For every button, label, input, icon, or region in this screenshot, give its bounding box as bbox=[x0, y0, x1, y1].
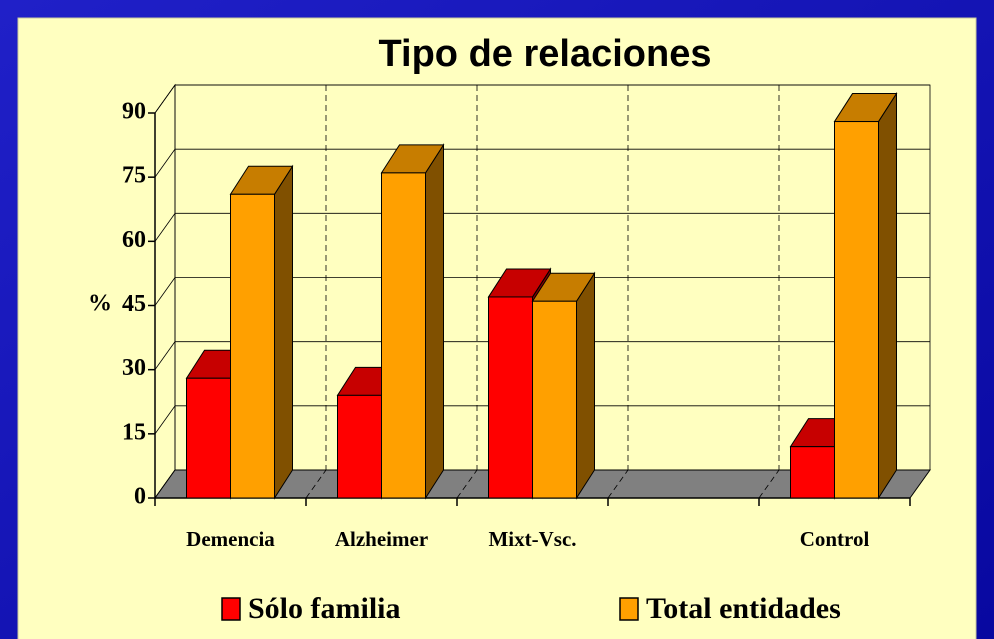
grid-line bbox=[154, 277, 176, 306]
legend-swatch bbox=[619, 597, 639, 621]
bar-side bbox=[576, 271, 595, 500]
grid-line bbox=[154, 84, 176, 114]
chart-title: Tipo de relaciones bbox=[379, 33, 712, 75]
grid-line bbox=[154, 405, 176, 435]
legend-label: Sólo familia bbox=[248, 592, 401, 625]
x-tick-label: Demencia bbox=[186, 527, 275, 551]
bar bbox=[790, 446, 835, 499]
bar bbox=[834, 121, 879, 499]
bar bbox=[381, 172, 426, 499]
category-divider bbox=[456, 469, 478, 499]
grid-line bbox=[154, 341, 176, 370]
legend-swatch bbox=[221, 597, 241, 621]
category-divider bbox=[607, 469, 629, 499]
bar bbox=[186, 377, 231, 499]
bar-side bbox=[274, 164, 293, 500]
y-tick-label: 45 bbox=[122, 291, 146, 317]
x-tick-label: Alzheimer bbox=[335, 527, 428, 551]
category-divider bbox=[305, 469, 327, 499]
bar bbox=[532, 300, 577, 499]
bar-side bbox=[425, 143, 444, 500]
x-tick-label: Control bbox=[800, 527, 870, 551]
bar bbox=[230, 193, 275, 499]
category-divider bbox=[758, 469, 780, 499]
y-tick-label: 30 bbox=[122, 355, 146, 381]
bar-side bbox=[878, 91, 897, 500]
y-axis-label: % bbox=[88, 291, 112, 317]
y-tick-label: 15 bbox=[122, 419, 146, 445]
bar bbox=[337, 394, 382, 499]
legend-label: Total entidades bbox=[646, 592, 841, 625]
x-tick-label: Mixt-Vsc. bbox=[488, 527, 576, 551]
bar bbox=[488, 296, 533, 499]
y-tick-label: 60 bbox=[122, 227, 146, 253]
y-tick-label: 90 bbox=[122, 99, 146, 125]
grid-line bbox=[154, 148, 176, 178]
y-tick-label: 0 bbox=[134, 484, 146, 510]
y-tick-label: 75 bbox=[122, 163, 146, 189]
grid-line bbox=[154, 213, 176, 242]
